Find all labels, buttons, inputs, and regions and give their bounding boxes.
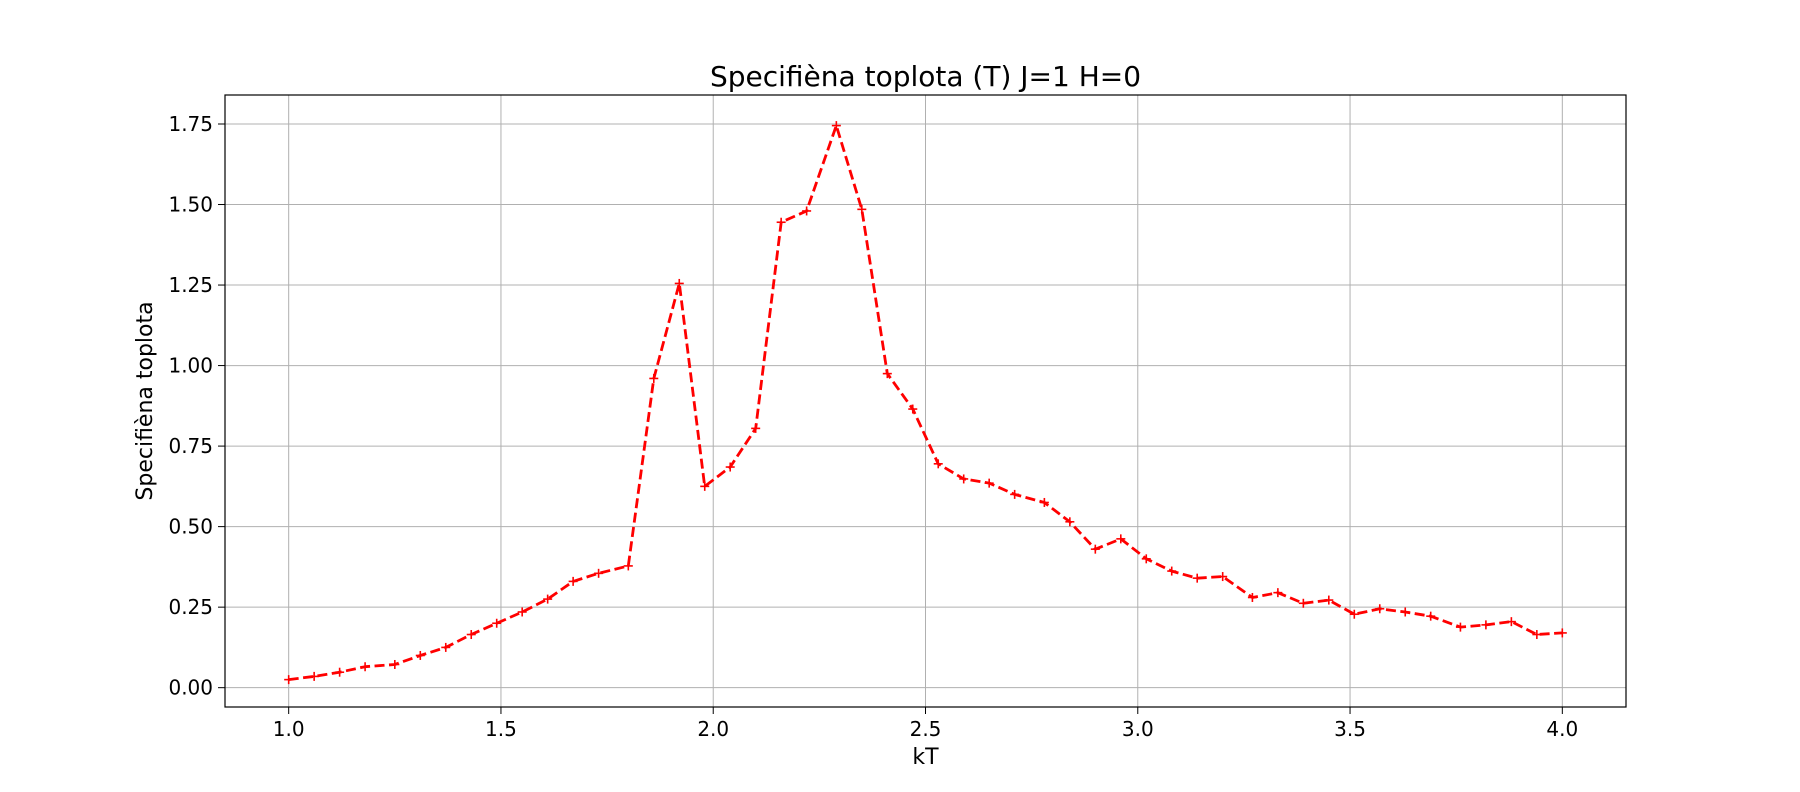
- data-point-marker: [1298, 598, 1308, 608]
- data-point-marker: [1375, 604, 1385, 614]
- data-point-marker: [1273, 588, 1283, 598]
- data-point-marker: [649, 373, 659, 383]
- data-point-marker: [1167, 566, 1177, 576]
- x-tick-label: 2.5: [910, 717, 942, 741]
- data-point-marker: [1010, 489, 1020, 499]
- gridlines: [225, 95, 1626, 707]
- x-axis-label: kT: [912, 745, 939, 770]
- x-tick-label: 1.0: [273, 717, 305, 741]
- data-point-marker: [1090, 544, 1100, 554]
- data-point-marker: [1141, 554, 1151, 564]
- data-point-marker: [568, 576, 578, 586]
- ticks: 1.0 1.5 2.0 2.5 3.0 3.5 4.0 0.00 0.25 0.50 0.75 1.0…: [168, 112, 1578, 741]
- data-point-marker: [984, 478, 994, 488]
- data-point-marker: [1426, 611, 1436, 621]
- data-point-marker: [441, 642, 451, 652]
- y-axis-label: Specifièna toplota: [133, 301, 158, 500]
- data-point-marker: [1065, 517, 1075, 527]
- y-tick-label: 1.25: [168, 273, 213, 297]
- data-point-marker: [1506, 617, 1516, 627]
- x-tick-label: 4.0: [1546, 717, 1578, 741]
- data-point-marker: [466, 630, 476, 640]
- data-point-marker: [492, 618, 502, 628]
- data-point-marker: [1455, 622, 1465, 632]
- data-point-marker: [1192, 573, 1202, 583]
- data-point-marker: [831, 121, 841, 131]
- y-tick-label: 0.50: [168, 515, 213, 539]
- data-point-marker: [543, 594, 553, 604]
- series-line: [288, 124, 1563, 681]
- y-tick-label: 1.75: [168, 112, 213, 136]
- data-point-marker: [802, 206, 812, 216]
- data-point-marker: [594, 568, 604, 578]
- data-point-marker: [959, 474, 969, 484]
- data-point-marker: [1039, 497, 1049, 507]
- chart-title: Specifièna toplota (T) J=1 H=0: [710, 60, 1141, 93]
- data-point-marker: [725, 462, 735, 472]
- data-point-marker: [517, 607, 527, 617]
- data-point-marker: [335, 667, 345, 677]
- data-point-marker: [1481, 620, 1491, 630]
- data-point-marker: [1324, 595, 1334, 605]
- data-point-marker: [882, 369, 892, 379]
- data-point-marker: [674, 278, 684, 288]
- data-point-marker: [390, 659, 400, 669]
- data-point-marker: [1247, 592, 1257, 602]
- data-point-marker: [908, 404, 918, 414]
- data-point-marker: [1349, 609, 1359, 619]
- data-point-marker: [776, 217, 786, 227]
- y-tick-label: 0.25: [168, 595, 213, 619]
- data-point-marker: [1400, 607, 1410, 617]
- y-tick-label: 1.50: [168, 193, 213, 217]
- data-point-marker: [751, 423, 761, 433]
- x-tick-label: 2.0: [697, 717, 729, 741]
- y-tick-label: 1.00: [168, 354, 213, 378]
- data-point-marker: [360, 662, 370, 672]
- data-point-marker: [284, 675, 294, 685]
- y-tick-label: 0.75: [168, 434, 213, 458]
- series-layer: [284, 121, 1567, 685]
- data-point-marker: [1116, 534, 1126, 544]
- x-tick-label: 3.5: [1334, 717, 1366, 741]
- data-point-marker: [1532, 630, 1542, 640]
- x-tick-label: 1.5: [485, 717, 517, 741]
- data-point-marker: [857, 204, 867, 214]
- data-point-marker: [933, 459, 943, 469]
- y-tick-label: 0.00: [168, 676, 213, 700]
- data-point-marker: [309, 671, 319, 681]
- data-point-marker: [1218, 572, 1228, 582]
- data-point-marker: [700, 481, 710, 491]
- x-tick-label: 3.0: [1122, 717, 1154, 741]
- data-point-marker: [415, 650, 425, 660]
- data-point-marker: [623, 561, 633, 571]
- data-point-marker: [1557, 628, 1567, 638]
